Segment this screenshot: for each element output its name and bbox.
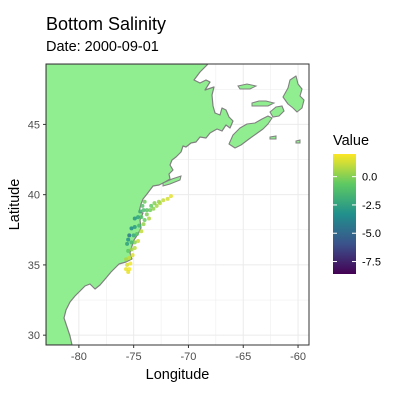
prince-edward-island <box>251 100 276 107</box>
data-point <box>128 261 133 266</box>
legend: Value 0.0 -2.5 -5.0 -7.5 <box>333 133 381 274</box>
data-point <box>129 240 134 245</box>
data-point <box>130 253 135 258</box>
nova-scotia <box>228 115 273 149</box>
islet <box>295 139 301 144</box>
data-point <box>125 262 130 267</box>
data-point <box>132 240 137 245</box>
data-point <box>154 203 159 208</box>
y-tick-label: 35 <box>28 260 40 272</box>
y-tick-label: 30 <box>28 330 40 342</box>
data-point <box>136 239 141 244</box>
legend-tick-label: -2.5 <box>362 200 381 212</box>
data-point <box>139 215 144 220</box>
cape-breton <box>269 105 285 118</box>
data-point <box>141 222 146 227</box>
data-point <box>140 203 145 208</box>
data-point <box>147 216 152 221</box>
data-points <box>123 194 173 274</box>
x-tick-label: -65 <box>235 351 251 363</box>
data-point <box>132 216 137 221</box>
data-point <box>136 215 141 220</box>
data-point <box>149 203 154 208</box>
chart-subtitle: Date: 2000-09-01 <box>46 39 159 55</box>
axes: -80 -75 -70 -65 -60 30 35 40 45 Longitude Latitude <box>7 119 306 383</box>
y-tick-label: 45 <box>28 119 40 131</box>
sable-island <box>269 135 277 140</box>
data-point <box>132 246 137 251</box>
data-point <box>138 209 143 214</box>
legend-tick-label: -5.0 <box>362 228 381 240</box>
data-point <box>142 199 147 204</box>
data-point <box>144 208 149 213</box>
data-point <box>165 196 170 201</box>
data-point <box>127 255 132 260</box>
data-point <box>125 241 130 246</box>
legend-colorbar <box>333 154 356 274</box>
long-island <box>162 175 182 187</box>
data-point <box>131 233 136 238</box>
data-point <box>129 247 134 252</box>
data-point <box>134 232 139 237</box>
data-point <box>123 267 128 272</box>
data-point <box>144 212 149 217</box>
data-point <box>123 257 128 262</box>
data-point <box>156 199 161 204</box>
data-point <box>152 201 157 206</box>
y-tick-label: 40 <box>28 190 40 202</box>
data-point <box>161 198 166 203</box>
newfoundland <box>282 75 305 113</box>
data-point <box>126 237 131 242</box>
data-point <box>139 229 144 234</box>
x-tick-label: -60 <box>290 351 306 363</box>
y-axis-label: Latitude <box>7 179 23 231</box>
x-tick-label: -70 <box>181 351 197 363</box>
anticosti-island <box>237 83 258 90</box>
legend-tick-label: 0.0 <box>362 172 377 184</box>
panel-border <box>45 63 310 346</box>
data-point <box>137 223 142 228</box>
data-point <box>127 233 132 238</box>
data-point <box>148 208 153 213</box>
legend-title: Value <box>333 133 369 149</box>
data-point <box>142 217 147 222</box>
land-layer <box>46 64 305 345</box>
x-tick-label: -75 <box>126 351 142 363</box>
data-point <box>141 208 146 213</box>
data-point <box>132 224 137 229</box>
x-axis-label: Longitude <box>146 367 210 383</box>
data-point <box>126 269 131 274</box>
x-tick-label: -80 <box>71 351 87 363</box>
legend-tick-label: -7.5 <box>362 257 381 269</box>
data-point <box>129 226 134 231</box>
chart-title: Bottom Salinity <box>46 14 167 34</box>
data-point <box>151 206 156 211</box>
data-point <box>168 194 173 199</box>
data-point <box>126 248 131 253</box>
